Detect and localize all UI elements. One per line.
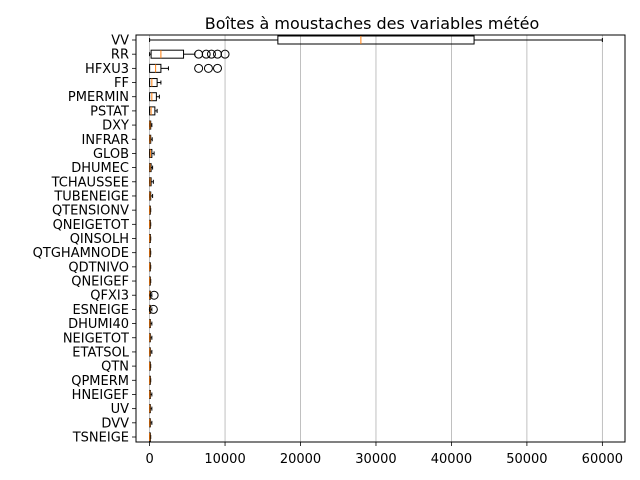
box-tsneige — [149, 432, 152, 442]
box-qdtnivo — [149, 262, 152, 272]
flier-point — [194, 49, 204, 59]
flier-point — [149, 290, 159, 300]
chart-title: Boîtes à moustaches des variables météo — [205, 14, 540, 33]
box-dhumi40 — [149, 319, 153, 329]
box-iqr — [149, 92, 157, 102]
y-tick-label: QTN — [101, 360, 129, 375]
flier-point — [213, 63, 222, 73]
box-neigetot — [149, 333, 153, 343]
flier-point — [203, 63, 213, 73]
y-tick-label: VV — [111, 34, 129, 49]
box-qneigetot — [149, 219, 152, 229]
x-tick-label: 30000 — [355, 452, 396, 467]
flier-point — [148, 304, 158, 314]
box-tubeneige — [149, 191, 154, 201]
box-vv — [149, 35, 603, 45]
x-tick-label: 20000 — [280, 452, 321, 467]
y-tick-label: DHUMI40 — [68, 317, 129, 332]
y-tick-label: TCHAUSSEE — [51, 175, 129, 190]
y-tick-label: QTGHAMNODE — [33, 246, 129, 261]
box-hneigef — [149, 389, 153, 399]
box-layer — [148, 35, 603, 442]
x-axis: 0 10000 20000 30000 40000 50000 60000 — [145, 442, 623, 467]
x-tick-label: 10000 — [204, 452, 245, 467]
y-tick-label: PMERMIN — [68, 90, 129, 105]
y-tick-label: UV — [111, 402, 130, 417]
x-tick-label: 40000 — [431, 452, 472, 467]
box-qtghamnode — [149, 248, 152, 258]
y-tick-label: QNEIGETOT — [53, 218, 129, 233]
box-uv — [149, 404, 153, 414]
box-iqr — [150, 49, 185, 59]
box-pstat — [149, 106, 158, 116]
box-infrar — [149, 134, 153, 144]
y-tick-label: HNEIGEF — [72, 388, 129, 403]
flier-point — [220, 49, 230, 59]
y-tick-label: QDTNIVO — [68, 260, 129, 275]
box-dvv — [149, 418, 153, 428]
y-tick-label: ETATSOL — [72, 345, 129, 360]
y-axis: VVRRHFXU3FFPMERMINPSTATDXYINFRARGLOBDHUM… — [33, 34, 136, 446]
box-qtn — [149, 361, 152, 371]
box-iqr — [149, 106, 156, 116]
y-tick-label: DVV — [101, 416, 129, 431]
y-tick-label: QFXI3 — [90, 289, 129, 304]
y-tick-label: DHUMEC — [71, 161, 129, 176]
x-tick-label: 50000 — [506, 452, 547, 467]
flier-point — [206, 49, 216, 59]
box-etatsol — [149, 347, 153, 357]
flier-point — [213, 49, 222, 59]
y-tick-label: QTENSIONV — [52, 204, 129, 219]
box-qneigef — [149, 276, 152, 286]
y-tick-label: QNEIGEF — [71, 275, 129, 290]
box-iqr — [277, 35, 475, 45]
y-tick-label: QPMERM — [71, 374, 129, 389]
box-dhumec — [149, 163, 154, 173]
y-tick-label: RR — [111, 48, 129, 63]
grid-layer — [149, 35, 603, 442]
y-tick-label: DXY — [102, 119, 129, 134]
box-pmermin — [149, 92, 160, 102]
box-hfxu3 — [149, 63, 222, 73]
x-tick-label: 60000 — [582, 452, 623, 467]
y-tick-label: HFXU3 — [85, 62, 129, 77]
box-iqr — [149, 78, 158, 88]
y-tick-label: INFRAR — [82, 133, 129, 148]
y-tick-label: NEIGETOT — [63, 331, 129, 346]
box-qinsolh — [149, 234, 152, 243]
box-rr — [149, 49, 230, 59]
box-glob — [149, 148, 155, 158]
box-esneige — [148, 304, 158, 314]
box-tchaussee — [149, 177, 154, 187]
y-tick-label: QINSOLH — [70, 232, 129, 247]
y-tick-label: TSNEIGE — [72, 431, 129, 446]
box-qtensionv — [149, 205, 152, 215]
flier-point — [194, 63, 204, 73]
y-tick-label: GLOB — [93, 147, 129, 162]
y-tick-label: TUBENEIGE — [53, 189, 129, 204]
box-dxy — [149, 120, 153, 130]
y-tick-label: PSTAT — [90, 104, 129, 119]
box-qpmerm — [149, 375, 152, 385]
x-tick-label: 0 — [145, 452, 153, 467]
y-tick-label: FF — [114, 76, 129, 91]
box-qfxi3 — [149, 290, 159, 300]
flier-point — [201, 49, 211, 59]
y-tick-label: ESNEIGE — [72, 303, 129, 318]
plot-frame — [135, 34, 626, 443]
box-ff — [149, 78, 162, 88]
